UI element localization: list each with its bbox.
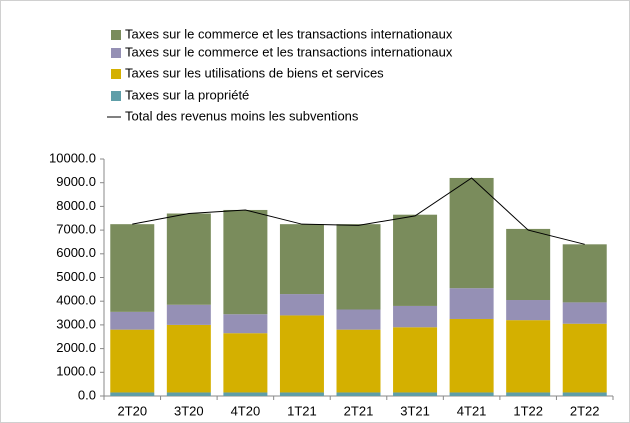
- bar-segment: [223, 209, 268, 315]
- bar-segment: [449, 288, 494, 319]
- bar-segment: [449, 392, 494, 396]
- legend-swatch: [111, 91, 121, 101]
- bar-segment: [110, 329, 155, 393]
- legend-label: Taxes sur la propriété: [125, 87, 249, 102]
- bar-segment: [279, 315, 324, 393]
- bar-segment: [393, 327, 438, 393]
- legend-label: Taxes sur le commerce et les transaction…: [125, 44, 453, 59]
- bar-segment: [562, 302, 607, 324]
- y-tick-label: 10000.0: [49, 150, 96, 165]
- x-tick-label: 2T22: [570, 403, 600, 418]
- y-tick-label: 3000.0: [56, 316, 96, 331]
- y-tick-label: 7000.0: [56, 222, 96, 237]
- x-tick-label: 2T21: [344, 403, 374, 418]
- x-tick-label: 1T22: [513, 403, 543, 418]
- y-tick-label: 9000.0: [56, 174, 96, 189]
- bar-segment: [393, 214, 438, 306]
- y-tick-label: 0.0: [78, 387, 96, 402]
- y-tick-label: 8000.0: [56, 198, 96, 213]
- bar-segment: [279, 392, 324, 396]
- bar-segment: [166, 304, 211, 325]
- x-tick-label: 2T20: [117, 403, 147, 418]
- bar-segment: [279, 224, 324, 295]
- legend-swatch: [111, 30, 121, 40]
- y-tick-label: 5000.0: [56, 269, 96, 284]
- bar-segment: [506, 392, 551, 396]
- y-tick-label: 1000.0: [56, 364, 96, 379]
- y-tick-label: 6000.0: [56, 245, 96, 260]
- bar-segment: [110, 311, 155, 330]
- bar-segment: [223, 392, 268, 396]
- legend-label: Taxes sur les utilisations de biens et s…: [125, 65, 384, 80]
- x-tick-label: 3T20: [174, 403, 204, 418]
- bar-segment: [336, 329, 381, 393]
- y-tick-label: 2000.0: [56, 340, 96, 355]
- bar-segment: [449, 318, 494, 393]
- bar-segment: [506, 320, 551, 393]
- x-tick-label: 4T20: [231, 403, 261, 418]
- legend-label: Taxes sur le commerce et les transaction…: [125, 26, 453, 41]
- x-tick-label: 4T21: [457, 403, 487, 418]
- bar-segment: [336, 224, 381, 310]
- x-tick-label: 3T21: [400, 403, 430, 418]
- bar-segment: [223, 314, 268, 334]
- total-line: [132, 177, 585, 245]
- bar-segment: [166, 213, 211, 305]
- legend-swatch: [111, 48, 121, 58]
- bar-segment: [279, 294, 324, 316]
- bar-segment: [110, 224, 155, 312]
- bar-segment: [223, 333, 268, 393]
- bar-segment: [336, 392, 381, 396]
- bar-segment: [506, 228, 551, 301]
- bar-segment: [166, 392, 211, 396]
- bar-segment: [449, 177, 494, 289]
- bar-segment: [562, 244, 607, 303]
- bar-segment: [562, 392, 607, 396]
- legend-swatch: [111, 69, 121, 79]
- legend-label: Total des revenus moins les subventions: [125, 108, 359, 123]
- bar-segment: [336, 309, 381, 330]
- bar-segment: [393, 392, 438, 396]
- bar-segment: [110, 392, 155, 396]
- y-tick-label: 4000.0: [56, 293, 96, 308]
- bar-segment: [562, 323, 607, 393]
- x-tick-label: 1T21: [287, 403, 317, 418]
- bar-segment: [166, 324, 211, 393]
- bar-segment: [506, 300, 551, 321]
- bar-segment: [393, 305, 438, 328]
